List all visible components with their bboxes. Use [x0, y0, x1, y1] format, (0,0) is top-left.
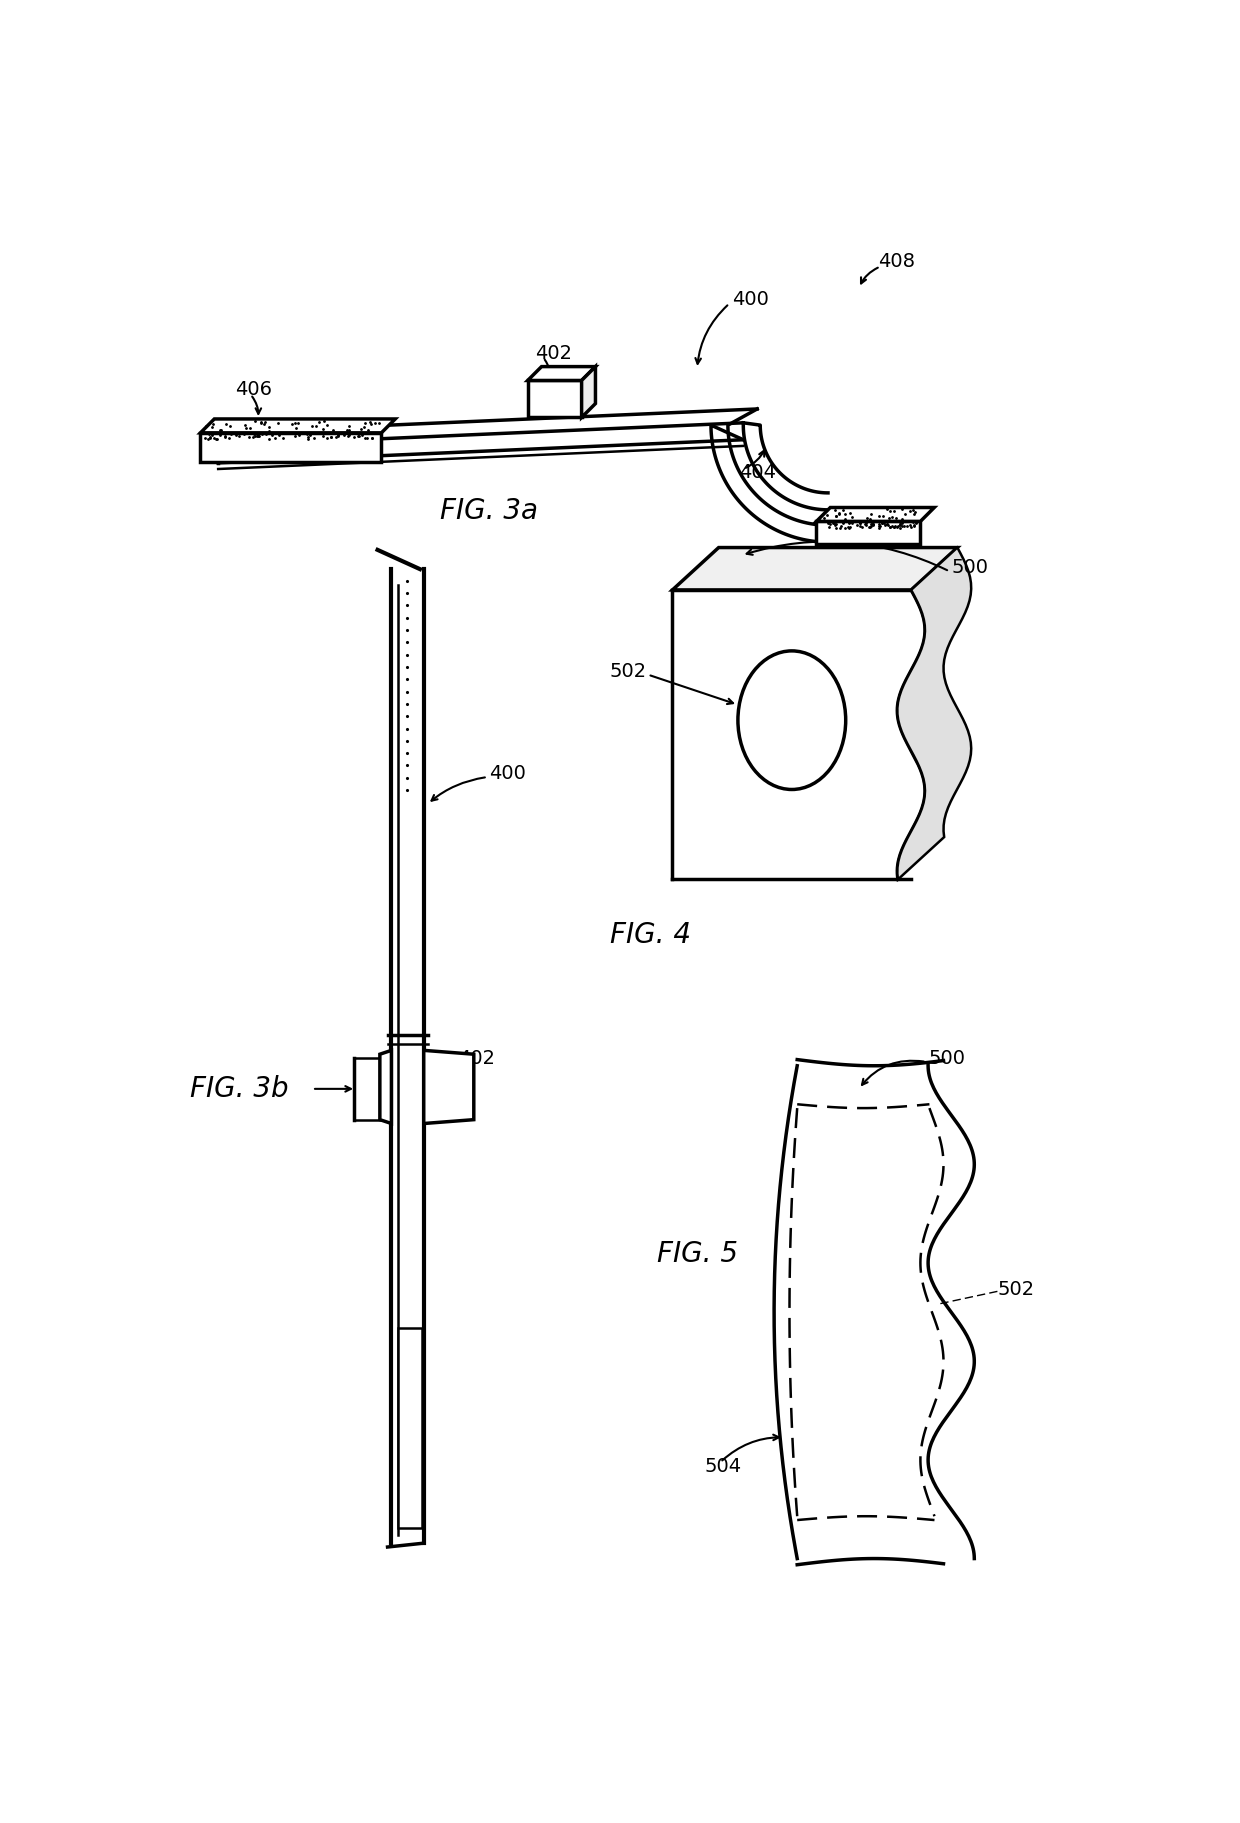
Text: 500: 500 — [928, 1048, 965, 1068]
Polygon shape — [528, 381, 582, 417]
Polygon shape — [398, 1327, 422, 1528]
Polygon shape — [424, 1050, 474, 1123]
Text: FIG. 5: FIG. 5 — [657, 1240, 738, 1269]
Text: 504: 504 — [704, 1457, 742, 1475]
Polygon shape — [528, 366, 595, 381]
Text: FIG. 3a: FIG. 3a — [440, 498, 538, 525]
Polygon shape — [672, 547, 957, 591]
Text: 400: 400 — [490, 764, 526, 782]
Text: 502: 502 — [609, 662, 646, 682]
Polygon shape — [816, 507, 934, 521]
Text: 404: 404 — [739, 463, 776, 483]
Text: 502: 502 — [997, 1280, 1034, 1298]
Polygon shape — [582, 366, 595, 417]
Text: FIG. 4: FIG. 4 — [610, 921, 692, 948]
Text: 400: 400 — [732, 290, 769, 310]
Polygon shape — [201, 419, 396, 432]
Polygon shape — [379, 1050, 392, 1123]
Text: 500: 500 — [951, 558, 988, 578]
Text: 402: 402 — [459, 1048, 496, 1068]
Text: 408: 408 — [878, 252, 915, 270]
Text: 402: 402 — [536, 345, 573, 363]
Text: FIG. 3b: FIG. 3b — [191, 1076, 289, 1103]
Polygon shape — [201, 432, 382, 461]
Polygon shape — [898, 547, 971, 879]
Polygon shape — [816, 521, 920, 545]
Text: 406: 406 — [236, 381, 272, 399]
